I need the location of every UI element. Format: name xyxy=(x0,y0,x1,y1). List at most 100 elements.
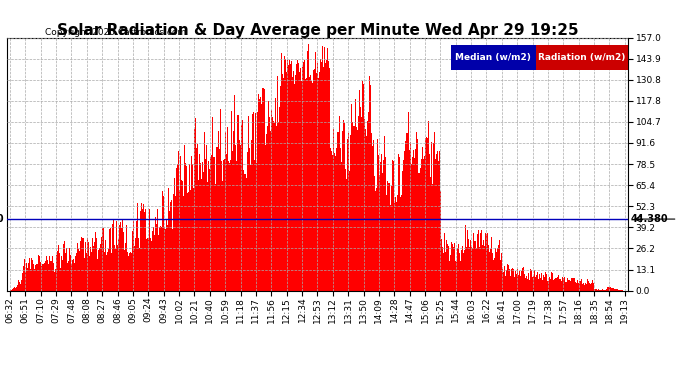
Bar xyxy=(616,289,617,291)
Bar xyxy=(80,241,81,291)
Bar xyxy=(486,232,488,291)
Bar xyxy=(579,281,580,291)
Bar xyxy=(347,139,348,291)
Bar xyxy=(613,288,614,291)
Bar xyxy=(214,157,215,291)
Bar xyxy=(537,272,538,291)
Bar xyxy=(494,258,495,291)
Bar xyxy=(425,138,426,291)
Bar xyxy=(339,116,340,291)
Bar xyxy=(305,79,306,291)
Bar xyxy=(472,248,473,291)
Bar xyxy=(169,211,170,291)
Bar xyxy=(589,283,590,291)
Bar xyxy=(530,279,531,291)
Bar xyxy=(116,222,117,291)
Bar xyxy=(172,229,173,291)
Bar xyxy=(519,271,520,291)
Bar xyxy=(282,74,283,291)
Bar xyxy=(518,275,519,291)
Bar xyxy=(364,119,365,291)
Bar xyxy=(461,250,462,291)
Bar xyxy=(452,244,453,291)
Bar xyxy=(74,261,75,291)
Bar xyxy=(377,138,378,291)
Bar xyxy=(376,189,377,291)
Bar xyxy=(600,290,601,291)
Bar xyxy=(335,156,336,291)
Bar xyxy=(330,115,331,291)
Bar xyxy=(170,202,171,291)
Bar xyxy=(296,64,297,291)
Bar xyxy=(341,162,342,291)
Bar xyxy=(549,277,550,291)
Bar xyxy=(228,161,229,291)
Bar xyxy=(60,267,61,291)
Bar xyxy=(438,161,439,291)
Bar xyxy=(94,242,95,291)
Bar xyxy=(97,260,98,291)
Bar xyxy=(41,266,42,291)
Bar xyxy=(153,227,154,291)
Bar xyxy=(257,112,258,291)
Bar xyxy=(508,265,509,291)
Bar xyxy=(531,270,532,291)
Bar xyxy=(553,280,554,291)
Bar xyxy=(209,170,210,291)
Bar xyxy=(309,77,310,291)
Bar xyxy=(604,290,605,291)
Bar xyxy=(259,99,260,291)
Bar xyxy=(280,86,281,291)
Bar xyxy=(92,238,93,291)
Bar xyxy=(514,277,515,291)
Bar xyxy=(439,151,440,291)
Bar xyxy=(333,126,335,291)
Bar xyxy=(178,151,179,291)
Bar xyxy=(608,287,609,291)
Bar xyxy=(581,279,582,291)
Bar xyxy=(397,201,398,291)
Bar xyxy=(293,71,294,291)
Bar xyxy=(426,138,428,291)
Bar xyxy=(538,279,539,291)
Bar xyxy=(582,284,583,291)
Bar xyxy=(535,277,536,291)
Bar xyxy=(109,230,110,291)
Bar xyxy=(152,231,153,291)
Bar xyxy=(565,282,566,291)
Bar xyxy=(88,242,89,291)
Bar xyxy=(560,279,561,291)
Bar xyxy=(186,166,187,291)
Bar xyxy=(306,78,307,291)
Bar xyxy=(56,255,57,291)
Bar xyxy=(49,256,50,291)
Bar xyxy=(177,164,178,291)
Bar xyxy=(139,248,140,291)
Bar xyxy=(90,260,91,291)
Bar xyxy=(405,141,406,291)
Bar xyxy=(301,81,302,291)
Bar xyxy=(42,264,43,291)
Bar xyxy=(469,247,470,291)
Bar xyxy=(509,268,510,291)
Bar xyxy=(212,117,213,291)
Bar xyxy=(13,288,14,291)
Bar xyxy=(304,60,305,291)
Bar xyxy=(11,290,12,291)
Bar xyxy=(34,265,35,291)
Bar xyxy=(456,262,457,291)
Bar xyxy=(437,151,438,291)
Bar xyxy=(372,146,373,291)
Bar xyxy=(230,111,232,291)
Bar xyxy=(584,284,586,291)
Bar xyxy=(297,60,298,291)
Bar xyxy=(455,261,456,291)
Bar xyxy=(77,242,79,291)
Bar xyxy=(75,256,76,291)
Bar xyxy=(396,201,397,291)
Bar xyxy=(216,147,217,291)
Bar xyxy=(83,238,84,291)
Bar xyxy=(28,263,29,291)
Bar xyxy=(108,249,109,291)
Bar xyxy=(147,238,148,291)
